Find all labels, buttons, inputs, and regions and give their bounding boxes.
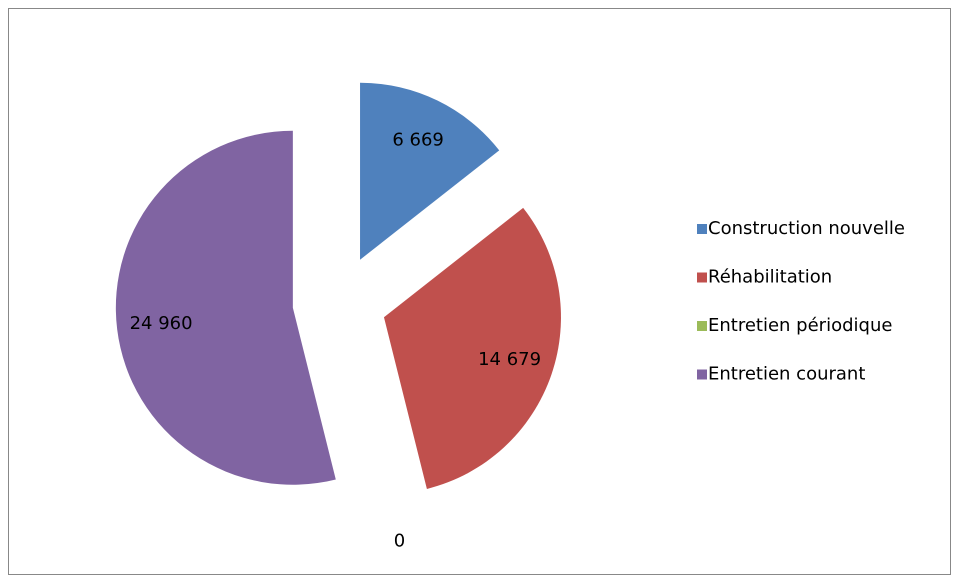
data-label: 24 960	[130, 313, 193, 334]
legend-label: Entretien courant	[708, 364, 865, 385]
legend-swatch	[697, 369, 707, 380]
pie-slice	[360, 82, 500, 260]
pie-slice	[115, 130, 336, 485]
pie-slice	[383, 207, 561, 489]
data-label: 14 679	[478, 349, 541, 370]
legend-swatch	[697, 224, 707, 234]
legend-swatch	[697, 272, 707, 283]
data-label: 0	[394, 531, 405, 552]
legend-label: Construction nouvelle	[708, 218, 905, 239]
legend-swatch	[697, 321, 707, 331]
legend-label: Réhabilitation	[708, 267, 832, 288]
data-label: 6 669	[392, 129, 444, 150]
legend-label: Entretien périodique	[708, 315, 892, 336]
